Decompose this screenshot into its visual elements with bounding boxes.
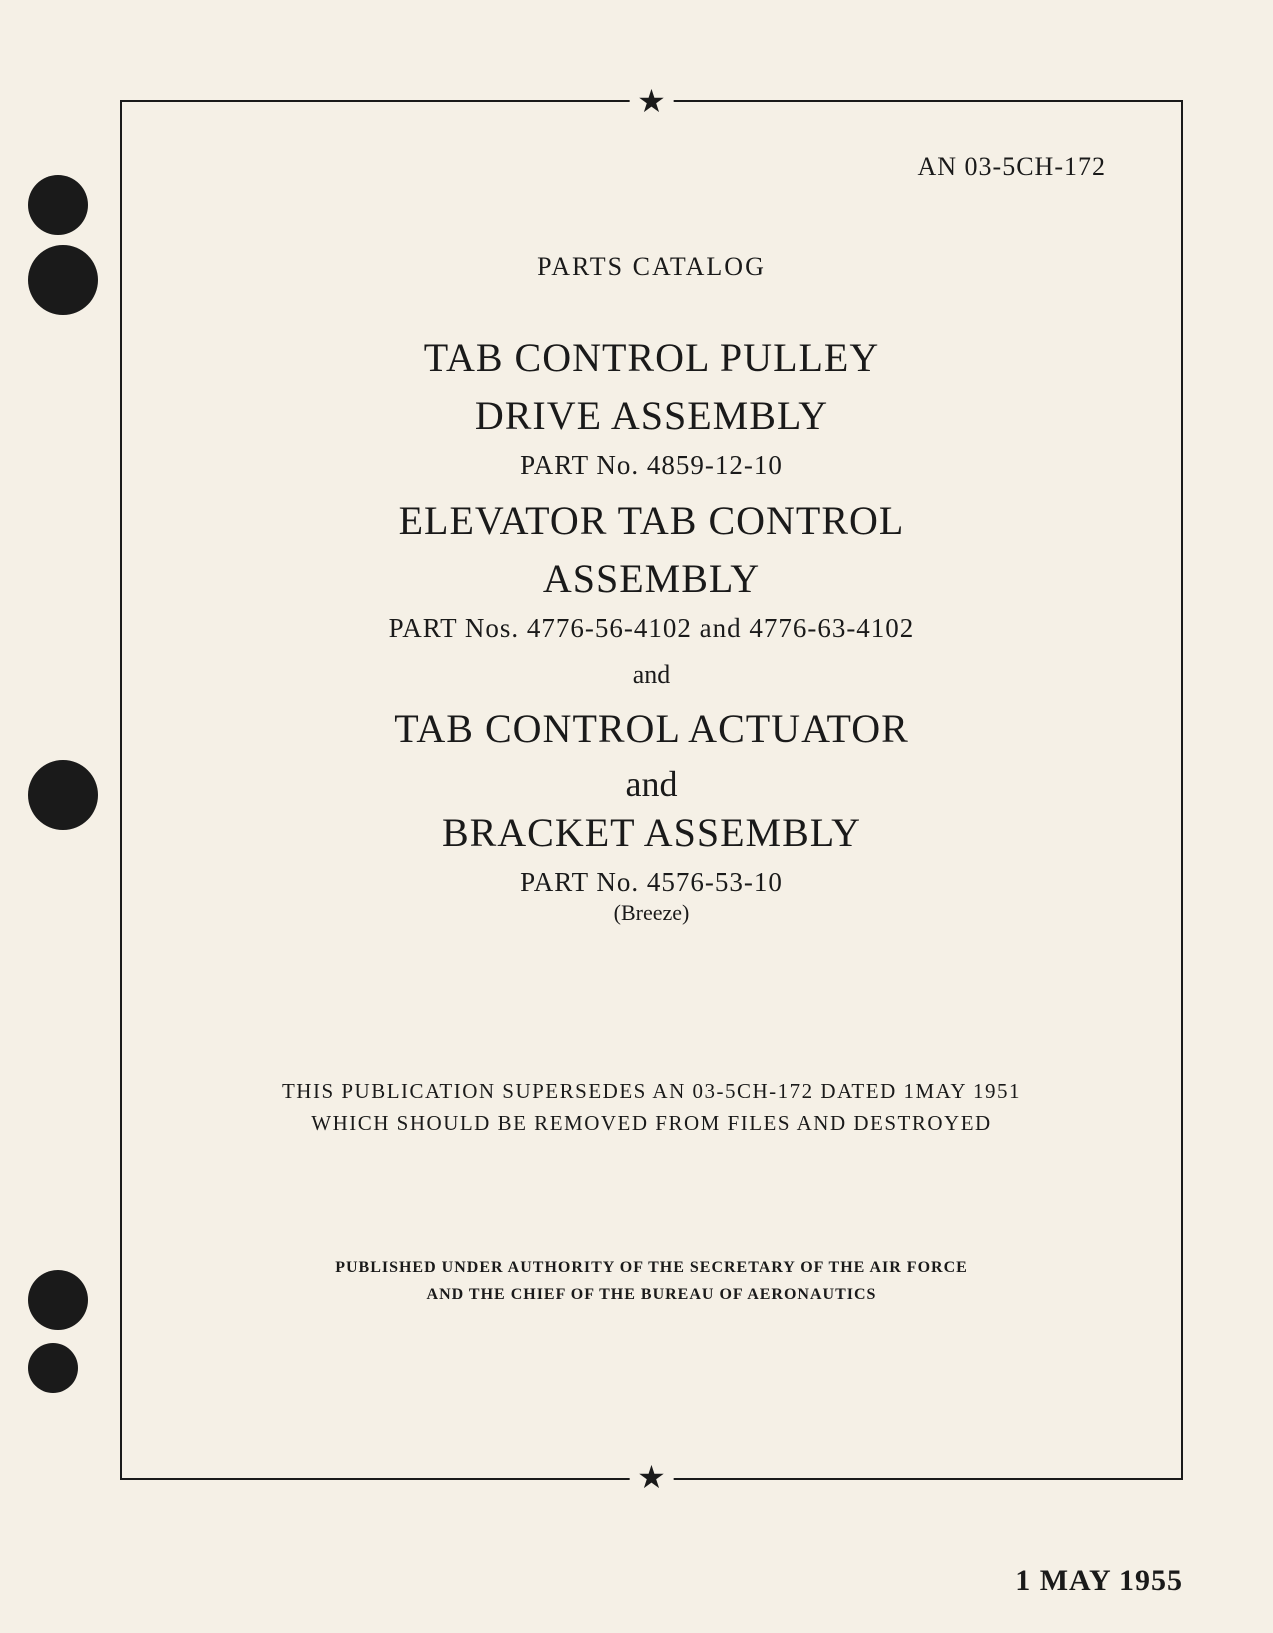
supersedes-line-2: WHICH SHOULD BE REMOVED FROM FILES AND D… <box>182 1108 1121 1140</box>
supersedes-notice: THIS PUBLICATION SUPERSEDES AN 03-5CH-17… <box>182 1076 1121 1139</box>
title-2-line-2: ASSEMBLY <box>182 555 1121 603</box>
document-content: AN 03-5CH-172 PARTS CATALOG TAB CONTROL … <box>122 102 1181 1478</box>
catalog-label: PARTS CATALOG <box>182 252 1121 282</box>
connector-and: and <box>182 660 1121 690</box>
connector-and: and <box>182 763 1121 805</box>
supersedes-line-1: THIS PUBLICATION SUPERSEDES AN 03-5CH-17… <box>182 1076 1121 1108</box>
part-number-1: PART No. 4859-12-10 <box>182 450 1121 481</box>
title-1-line-1: TAB CONTROL PULLEY <box>182 334 1121 382</box>
part-number-2: PART Nos. 4776-56-4102 and 4776-63-4102 <box>182 613 1121 644</box>
title-2-line-1: ELEVATOR TAB CONTROL <box>182 497 1121 545</box>
punch-hole <box>28 1343 78 1393</box>
manufacturer: (Breeze) <box>182 900 1121 926</box>
document-number: AN 03-5CH-172 <box>182 152 1121 182</box>
title-1-line-2: DRIVE ASSEMBLY <box>182 392 1121 440</box>
document-page: ★ ★ AN 03-5CH-172 PARTS CATALOG TAB CONT… <box>0 0 1273 1633</box>
title-3-line-2: BRACKET ASSEMBLY <box>182 809 1121 857</box>
punch-hole <box>28 245 98 315</box>
part-number-3: PART No. 4576-53-10 <box>182 867 1121 898</box>
authority-line-2: AND THE CHIEF OF THE BUREAU OF AERONAUTI… <box>182 1281 1121 1308</box>
publication-authority: PUBLISHED UNDER AUTHORITY OF THE SECRETA… <box>182 1254 1121 1308</box>
title-3-line-1: TAB CONTROL ACTUATOR <box>182 705 1121 753</box>
punch-hole <box>28 175 88 235</box>
publication-date: 1 MAY 1955 <box>1015 1564 1183 1598</box>
punch-hole <box>28 760 98 830</box>
punch-hole <box>28 1270 88 1330</box>
authority-line-1: PUBLISHED UNDER AUTHORITY OF THE SECRETA… <box>182 1254 1121 1281</box>
document-border: ★ ★ AN 03-5CH-172 PARTS CATALOG TAB CONT… <box>120 100 1183 1480</box>
